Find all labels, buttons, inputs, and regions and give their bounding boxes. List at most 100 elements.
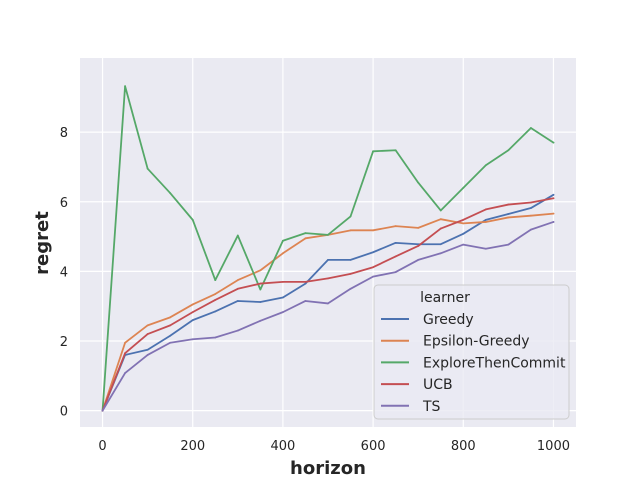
y-tick-label: 4 [60,265,68,280]
tick-labels: 0 200 400 600 800 1000 0 2 4 6 8 [60,126,570,454]
x-tick-label: 400 [270,439,295,454]
data-point-greedy [169,334,172,337]
data-point-ucb [507,203,510,206]
data-point-ts [169,341,172,344]
data-point-greedy [327,259,329,261]
data-point-epsilon-greedy [507,216,510,219]
data-point-explorethencommit [304,232,307,235]
data-point-ts [372,275,374,278]
x-tick-label: 200 [180,439,205,454]
data-point-epsilon-greedy [372,229,374,232]
data-point-greedy [259,301,262,303]
data-point-explorethencommit [214,279,217,281]
data-point-epsilon-greedy [214,293,217,295]
data-point-ts [124,372,126,374]
data-point-ts [236,329,239,332]
data-point-ts [101,409,104,412]
data-point-greedy [484,218,487,221]
x-tick-label: 1000 [537,439,570,454]
data-point-epsilon-greedy [552,212,555,215]
y-tick-label: 6 [60,196,68,211]
series-lines [101,85,555,412]
data-point-explorethencommit [169,192,172,194]
data-point-ts [304,300,307,302]
legend-label-ts: TS [422,399,441,415]
data-point-greedy [552,193,555,196]
data-point-explorethencommit [349,215,352,218]
data-point-explorethencommit [462,186,465,189]
data-point-ts [259,319,262,322]
data-point-ts [214,336,217,339]
data-point-epsilon-greedy [146,324,149,327]
data-point-epsilon-greedy [124,341,126,344]
data-point-epsilon-greedy [462,222,465,225]
data-point-ucb [304,280,307,283]
data-point-ucb [169,324,172,327]
legend-label-ucb: UCB [423,377,453,393]
data-point-explorethencommit [417,181,420,184]
data-point-epsilon-greedy [191,303,194,306]
x-axis-title: horizon [290,458,366,479]
data-point-epsilon-greedy [417,226,420,229]
y-tick-label: 8 [60,126,68,141]
data-point-ucb [327,277,329,280]
legend: learner Greedy Epsilon-Greedy ExploreThenC… [373,284,570,420]
data-point-explorethencommit [191,218,194,221]
data-point-ucb [530,201,532,204]
data-point-ucb [462,218,465,221]
data-point-explorethencommit [146,167,149,170]
data-point-greedy [191,319,194,322]
x-tick-label: 600 [361,439,386,454]
data-point-explorethencommit [259,288,262,291]
y-tick-label: 0 [60,405,68,420]
legend-label-explorethencommit: ExploreThenCommit [423,355,566,371]
data-point-ucb [124,352,126,355]
data-point-ucb [146,333,149,335]
data-point-epsilon-greedy [394,225,397,228]
x-tick-label: 0 [98,439,106,454]
y-axis-title: regret [32,211,53,275]
data-point-ts [507,243,510,246]
data-point-ucb [191,311,194,314]
data-point-ucb [372,266,374,269]
data-point-epsilon-greedy [349,229,352,232]
data-point-explorethencommit [552,141,555,144]
data-point-ucb [259,282,262,285]
data-point-greedy [530,207,532,209]
data-point-ts [191,338,194,341]
data-point-greedy [439,243,442,246]
data-point-ts [552,221,555,223]
data-point-ts [439,252,442,255]
y-tick-label: 2 [60,335,68,350]
data-point-ucb [417,245,420,247]
legend-label-greedy: Greedy [423,312,474,328]
data-point-ts [484,247,487,250]
data-point-ucb [214,299,217,301]
data-point-explorethencommit [124,85,126,88]
data-point-greedy [507,213,510,215]
data-point-epsilon-greedy [169,316,172,319]
data-point-explorethencommit [439,209,442,212]
data-point-greedy [304,282,307,285]
data-point-epsilon-greedy [304,237,307,240]
x-tick-label: 800 [451,439,476,454]
data-point-explorethencommit [394,149,397,152]
data-point-epsilon-greedy [282,252,284,255]
data-point-epsilon-greedy [484,221,487,223]
data-point-ucb [394,255,397,258]
data-point-greedy [214,310,217,313]
data-point-explorethencommit [282,239,284,242]
data-point-greedy [372,251,374,254]
data-point-ucb [552,197,555,200]
legend-label-epsilon-greedy: Epsilon-Greedy [423,334,530,350]
data-point-ucb [349,272,352,275]
data-point-ts [462,243,465,246]
data-point-ts [146,354,149,356]
data-point-explorethencommit [327,233,329,236]
data-point-epsilon-greedy [530,214,532,217]
data-point-explorethencommit [484,164,487,167]
data-point-ucb [484,208,487,211]
data-point-greedy [462,232,465,235]
